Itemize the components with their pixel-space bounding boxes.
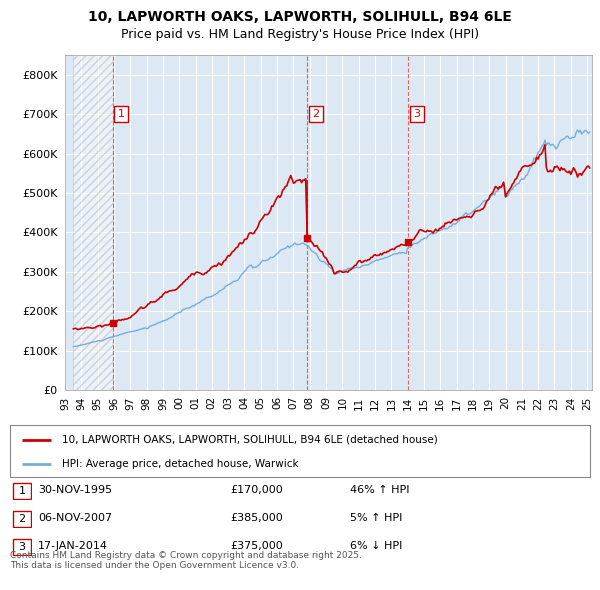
Text: Contains HM Land Registry data © Crown copyright and database right 2025.
This d: Contains HM Land Registry data © Crown c… — [10, 550, 362, 570]
FancyBboxPatch shape — [13, 539, 31, 555]
Text: 2: 2 — [19, 514, 26, 524]
Text: 2: 2 — [312, 109, 319, 119]
Text: 1: 1 — [118, 109, 125, 119]
Text: 30-NOV-1995: 30-NOV-1995 — [38, 485, 112, 495]
Text: 3: 3 — [413, 109, 421, 119]
Text: 17-JAN-2014: 17-JAN-2014 — [38, 541, 108, 551]
Text: 10, LAPWORTH OAKS, LAPWORTH, SOLIHULL, B94 6LE: 10, LAPWORTH OAKS, LAPWORTH, SOLIHULL, B… — [88, 10, 512, 24]
FancyBboxPatch shape — [10, 425, 590, 477]
Text: Price paid vs. HM Land Registry's House Price Index (HPI): Price paid vs. HM Land Registry's House … — [121, 28, 479, 41]
Text: 5% ↑ HPI: 5% ↑ HPI — [350, 513, 403, 523]
Text: 1: 1 — [19, 486, 25, 496]
FancyBboxPatch shape — [13, 483, 31, 499]
Text: 6% ↓ HPI: 6% ↓ HPI — [350, 541, 403, 551]
FancyBboxPatch shape — [13, 511, 31, 527]
Text: 46% ↑ HPI: 46% ↑ HPI — [350, 485, 409, 495]
Text: 3: 3 — [19, 542, 25, 552]
Text: £170,000: £170,000 — [230, 485, 283, 495]
Text: HPI: Average price, detached house, Warwick: HPI: Average price, detached house, Warw… — [62, 459, 299, 469]
Text: 10, LAPWORTH OAKS, LAPWORTH, SOLIHULL, B94 6LE (detached house): 10, LAPWORTH OAKS, LAPWORTH, SOLIHULL, B… — [62, 435, 438, 444]
Text: £375,000: £375,000 — [230, 541, 283, 551]
Text: 06-NOV-2007: 06-NOV-2007 — [38, 513, 112, 523]
Text: £385,000: £385,000 — [230, 513, 283, 523]
